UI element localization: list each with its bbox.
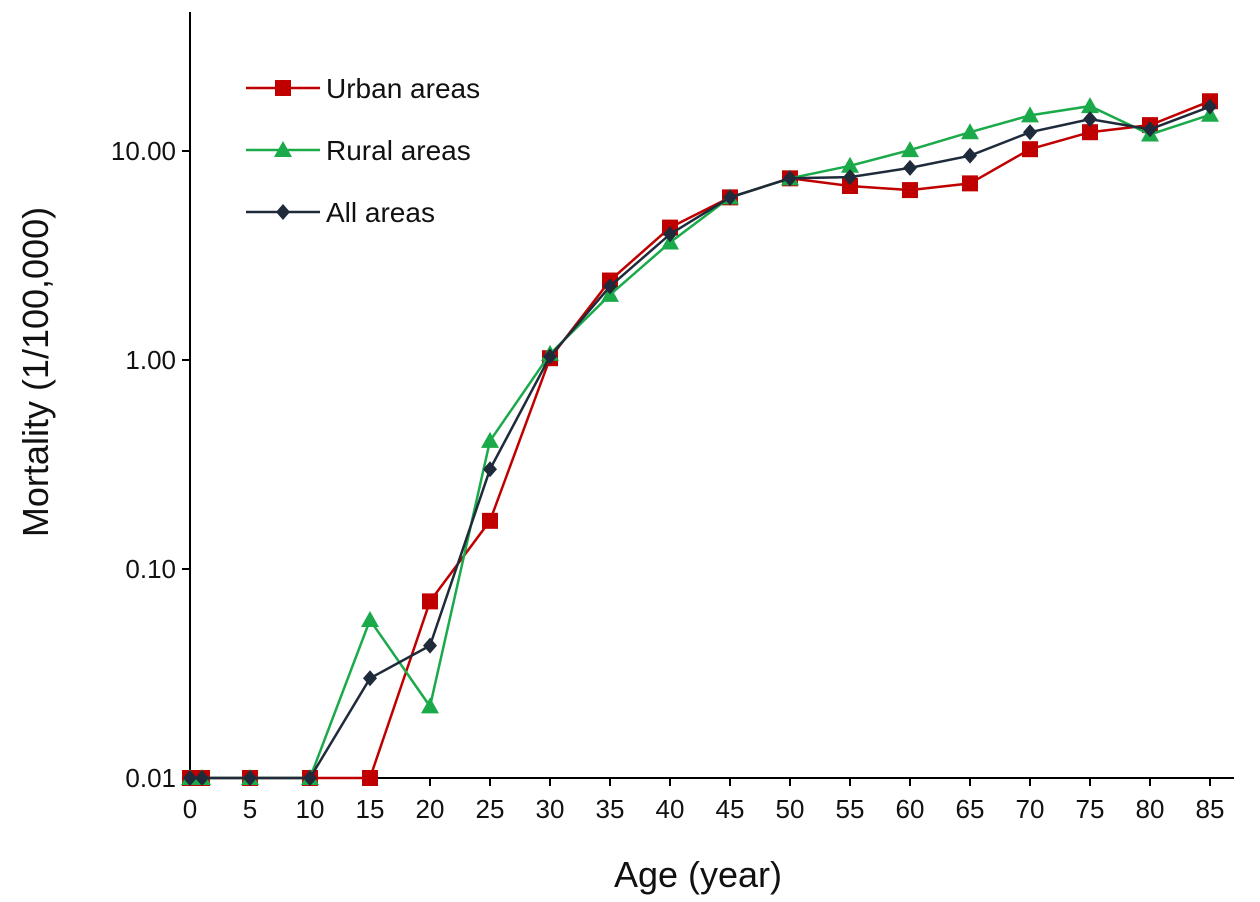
legend-label: Rural areas <box>326 135 471 166</box>
x-tick-label: 15 <box>356 794 385 824</box>
legend: Urban areas Rural areas All areas <box>246 73 480 228</box>
data-point-square <box>1082 124 1098 141</box>
legend-marker-diamond <box>276 204 290 220</box>
data-point-diamond <box>1023 124 1037 141</box>
data-point-diamond <box>843 169 857 186</box>
x-tick-label: 65 <box>956 794 985 824</box>
axes <box>189 12 1234 779</box>
data-point-triangle <box>481 431 499 448</box>
x-tick-label: 50 <box>776 794 805 824</box>
x-tick-label: 25 <box>476 794 505 824</box>
data-point-triangle <box>901 141 919 158</box>
data-point-diamond <box>363 670 377 687</box>
x-tick-label: 60 <box>896 794 925 824</box>
data-point-triangle <box>961 123 979 140</box>
data-point-square <box>842 178 858 195</box>
data-point-diamond <box>783 170 797 187</box>
x-tick-label: 30 <box>536 794 565 824</box>
x-tick-label: 10 <box>296 794 325 824</box>
data-point-square <box>482 512 498 529</box>
legend-item: All areas <box>246 197 435 228</box>
y-tick-label: 10.00 <box>111 136 176 166</box>
x-tick-label: 70 <box>1016 794 1045 824</box>
data-point-diamond <box>603 278 617 295</box>
data-point-diamond <box>195 770 209 786</box>
legend-label: All areas <box>326 197 435 228</box>
data-point-triangle <box>1081 97 1099 114</box>
legend-item: Rural areas <box>246 135 471 166</box>
data-point-triangle <box>361 611 379 628</box>
x-tick-label: 55 <box>836 794 865 824</box>
legend-item: Urban areas <box>246 73 480 104</box>
x-tick-label: 5 <box>243 794 257 824</box>
x-axis-title: Age (year) <box>614 854 782 895</box>
data-point-diamond <box>423 637 437 654</box>
x-tick-label: 0 <box>183 794 197 824</box>
data-point-diamond <box>183 770 197 786</box>
legend-label: Urban areas <box>326 73 480 104</box>
data-point-diamond <box>903 159 917 176</box>
y-tick-label: 0.01 <box>125 763 176 793</box>
y-axis-title: Mortality (1/100,000) <box>15 207 56 537</box>
y-tick-label: 1.00 <box>125 345 176 375</box>
data-point-diamond <box>1083 111 1097 128</box>
data-point-square <box>902 182 918 199</box>
data-point-triangle <box>1021 106 1039 123</box>
series-all-areas <box>183 98 1217 786</box>
data-point-square <box>1022 141 1038 158</box>
data-point-diamond <box>303 770 317 786</box>
x-tick-label: 80 <box>1136 794 1165 824</box>
ticks: 0 5 10 15 20 25 30 35 40 45 50 55 60 65 70 75 80 85 0.01 0.… <box>111 136 1225 824</box>
data-point-diamond <box>663 226 677 243</box>
x-tick-label: 75 <box>1076 794 1105 824</box>
y-tick-label: 0.10 <box>125 554 176 584</box>
x-tick-label: 85 <box>1196 794 1225 824</box>
x-tick-label: 40 <box>656 794 685 824</box>
series-layer <box>181 93 1219 786</box>
data-point-square <box>962 175 978 192</box>
data-point-diamond <box>1203 98 1217 115</box>
x-tick-label: 35 <box>596 794 625 824</box>
data-point-square <box>362 770 378 786</box>
x-tick-label: 45 <box>716 794 745 824</box>
legend-marker-square <box>275 80 291 96</box>
x-tick-label: 20 <box>416 794 445 824</box>
data-point-triangle <box>421 697 439 714</box>
data-point-diamond <box>543 348 557 365</box>
data-point-diamond <box>1143 121 1157 138</box>
data-point-triangle <box>841 156 859 173</box>
data-point-diamond <box>243 770 257 786</box>
legend-marker-triangle <box>274 141 292 157</box>
data-point-diamond <box>483 461 497 478</box>
data-point-diamond <box>963 147 977 164</box>
data-point-square <box>422 593 438 610</box>
data-point-diamond <box>723 189 737 206</box>
